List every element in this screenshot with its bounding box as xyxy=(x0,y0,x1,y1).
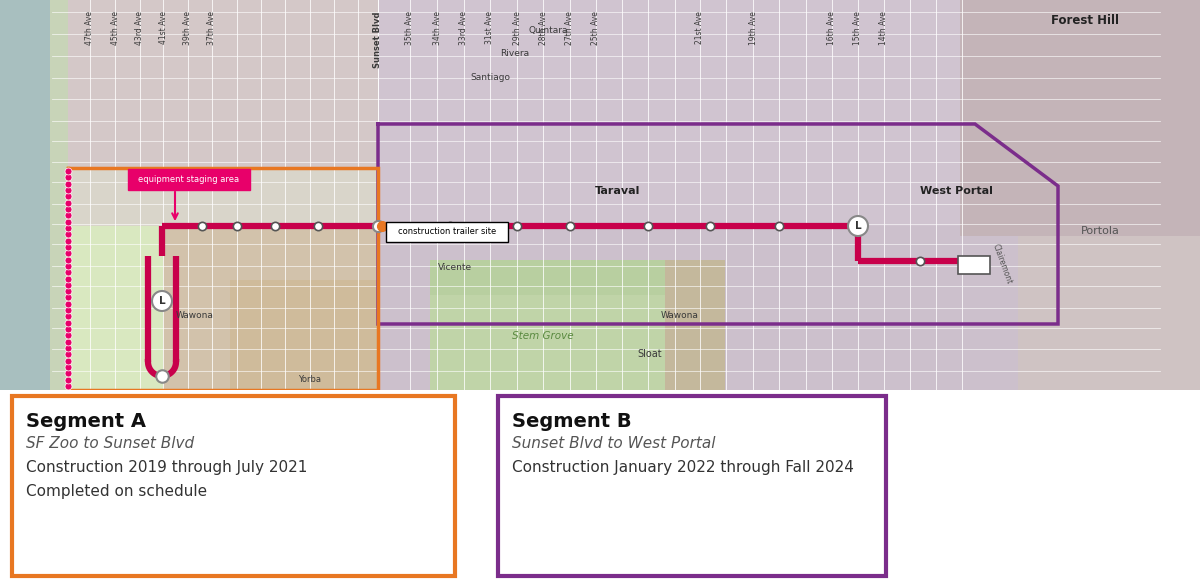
Text: L: L xyxy=(854,221,862,231)
Text: 28th Ave: 28th Ave xyxy=(539,11,547,45)
Text: 47th Ave: 47th Ave xyxy=(85,11,95,45)
Text: Segment B: Segment B xyxy=(512,412,631,431)
Text: construction trailer site: construction trailer site xyxy=(398,227,496,237)
Bar xyxy=(0,0,52,390)
Bar xyxy=(68,0,378,390)
Text: Completed on schedule: Completed on schedule xyxy=(26,484,208,499)
Bar xyxy=(68,0,1018,226)
Bar xyxy=(960,0,1200,236)
Text: Construction January 2022 through Fall 2024: Construction January 2022 through Fall 2… xyxy=(512,460,854,475)
FancyBboxPatch shape xyxy=(128,169,250,190)
Text: Ulloa: Ulloa xyxy=(444,227,467,236)
Text: Quintara: Quintara xyxy=(528,26,568,35)
Text: 16th Ave: 16th Ave xyxy=(828,11,836,45)
Text: Wawona: Wawona xyxy=(661,312,698,321)
Bar xyxy=(68,0,163,390)
Bar xyxy=(378,0,1018,390)
Text: Forest Hill: Forest Hill xyxy=(1051,15,1120,28)
Text: Clairemont: Clairemont xyxy=(990,243,1014,285)
Bar xyxy=(378,0,1018,226)
Bar xyxy=(958,256,990,274)
Text: Santiago: Santiago xyxy=(470,73,510,83)
Text: 21st Ave: 21st Ave xyxy=(696,11,704,44)
Bar xyxy=(0,0,1200,390)
Bar xyxy=(50,0,68,390)
Text: Vicente: Vicente xyxy=(438,264,472,272)
Bar xyxy=(0,390,1200,586)
Circle shape xyxy=(152,291,172,311)
Text: 37th Ave: 37th Ave xyxy=(208,11,216,45)
Text: 31st Ave: 31st Ave xyxy=(486,11,494,44)
Text: Yorba: Yorba xyxy=(299,374,322,383)
Bar xyxy=(430,260,665,390)
Text: Stem Grove: Stem Grove xyxy=(512,331,574,341)
Bar xyxy=(12,396,455,576)
Text: West Portal: West Portal xyxy=(920,186,992,196)
Text: 43rd Ave: 43rd Ave xyxy=(136,11,144,45)
Text: 45th Ave: 45th Ave xyxy=(110,11,120,45)
Bar xyxy=(665,260,725,390)
Bar xyxy=(230,280,378,390)
Text: 15th Ave: 15th Ave xyxy=(853,11,863,45)
Bar xyxy=(70,169,377,389)
Text: 25th Ave: 25th Ave xyxy=(592,11,600,45)
Text: equipment staging area: equipment staging area xyxy=(138,175,240,184)
Text: L: L xyxy=(158,296,166,306)
Text: Wawona: Wawona xyxy=(176,312,214,321)
Text: 29th Ave: 29th Ave xyxy=(512,11,522,45)
Text: 39th Ave: 39th Ave xyxy=(184,11,192,45)
Text: SF Zoo to Sunset Blvd: SF Zoo to Sunset Blvd xyxy=(26,436,194,451)
Text: Taraval: Taraval xyxy=(595,186,641,196)
Text: Segment A: Segment A xyxy=(26,412,146,431)
Bar xyxy=(498,396,886,576)
Text: Construction 2019 through July 2021: Construction 2019 through July 2021 xyxy=(26,460,307,475)
Circle shape xyxy=(848,216,868,236)
Text: 34th Ave: 34th Ave xyxy=(432,11,442,45)
Text: Sloat: Sloat xyxy=(637,349,662,359)
FancyBboxPatch shape xyxy=(386,222,508,242)
Text: 33rd Ave: 33rd Ave xyxy=(460,11,468,45)
Text: 19th Ave: 19th Ave xyxy=(749,11,757,45)
Text: 27th Ave: 27th Ave xyxy=(565,11,575,45)
Bar xyxy=(430,295,665,390)
Text: 14th Ave: 14th Ave xyxy=(880,11,888,45)
Text: Rivera: Rivera xyxy=(500,49,529,59)
Text: Sunset Blvd to West Portal: Sunset Blvd to West Portal xyxy=(512,436,715,451)
Text: 41st Ave: 41st Ave xyxy=(158,11,168,44)
Text: Portola: Portola xyxy=(1080,226,1120,236)
Text: 35th Ave: 35th Ave xyxy=(406,11,414,45)
Text: Sunset Blvd: Sunset Blvd xyxy=(373,11,383,67)
